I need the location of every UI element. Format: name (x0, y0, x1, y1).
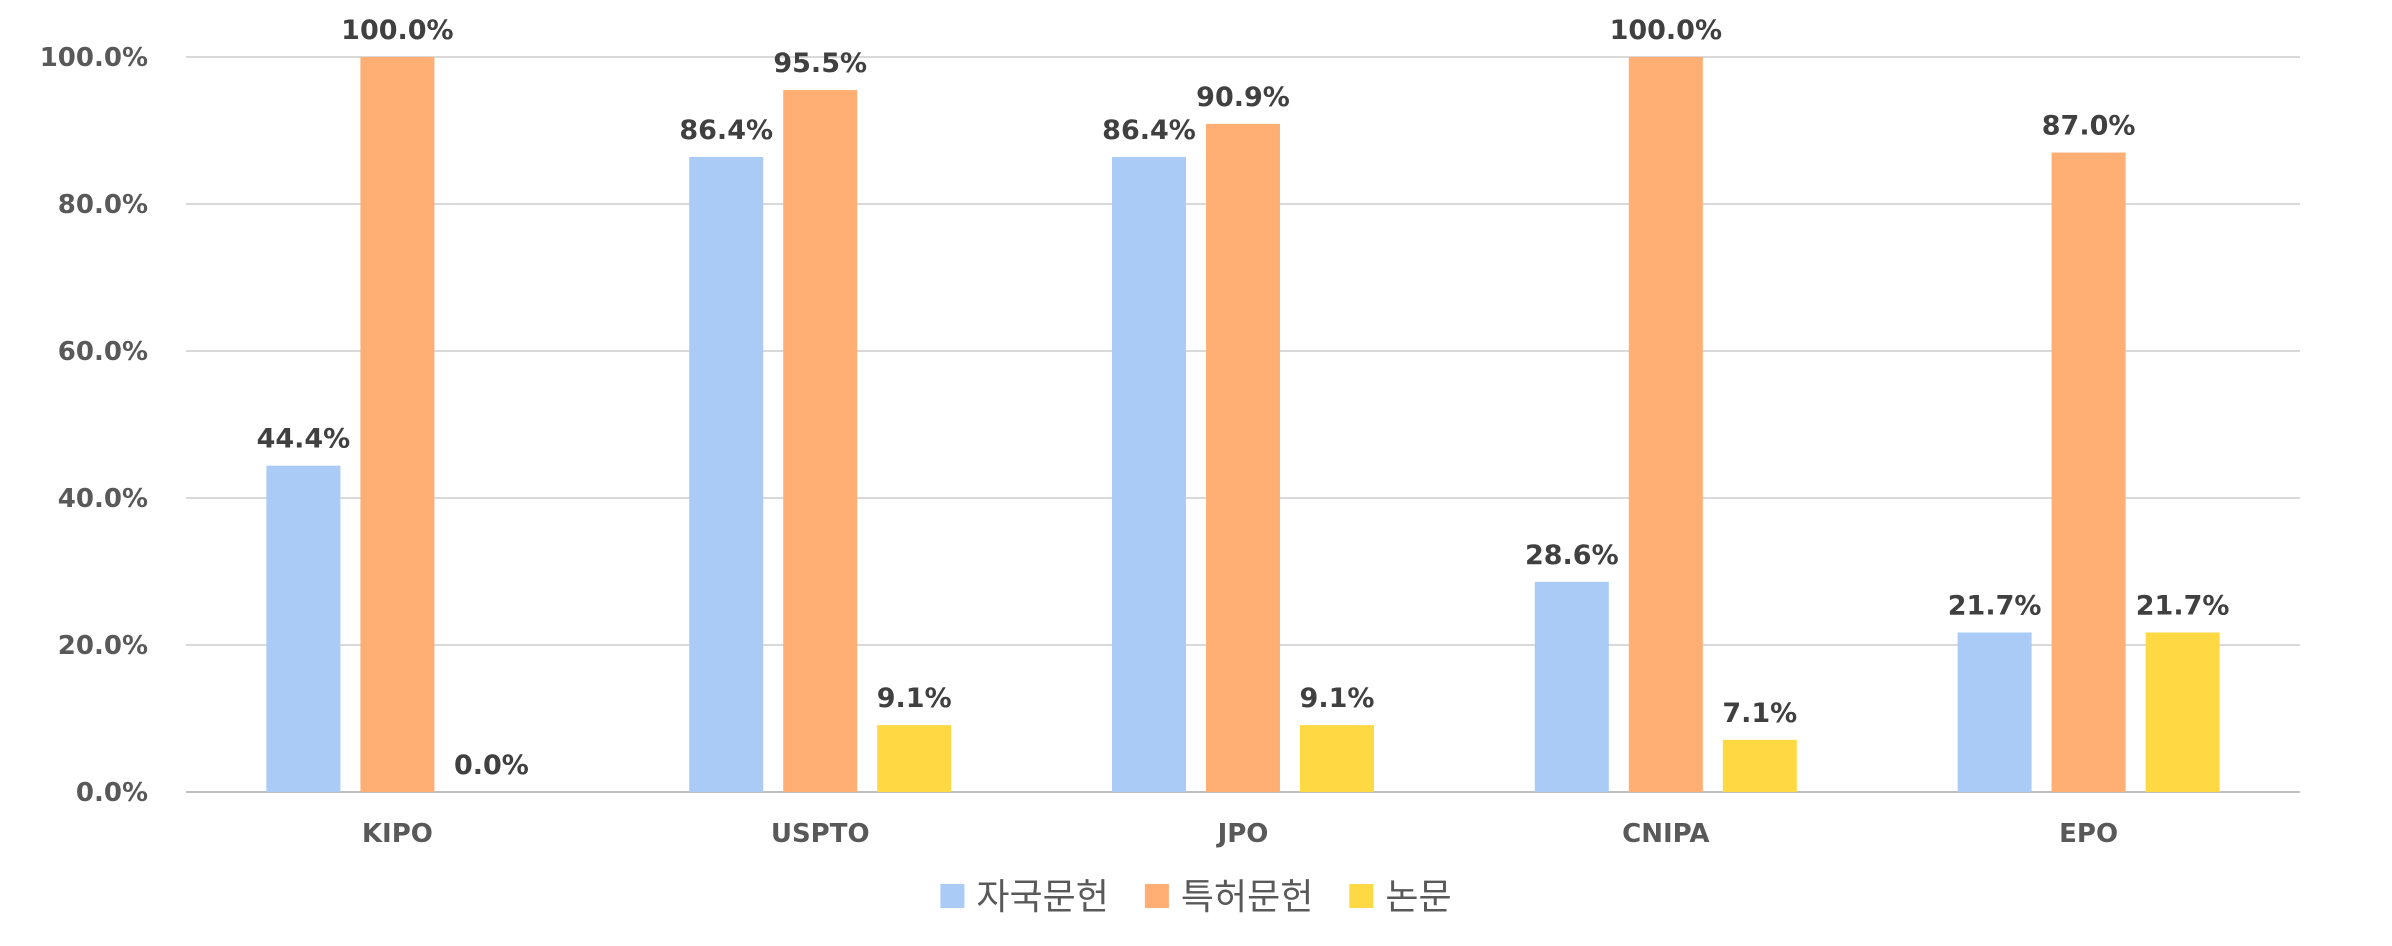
bar (877, 725, 952, 792)
x-category-label: CNIPA (1622, 819, 1709, 849)
legend-swatch (1349, 884, 1374, 908)
data-label: 100.0% (1610, 15, 1722, 46)
bar (1628, 57, 1703, 792)
bar (783, 90, 858, 792)
data-label: 21.7% (2136, 591, 2230, 622)
data-label: 9.1% (877, 683, 952, 714)
data-labels: 44.4%100.0%0.0%86.4%95.5%9.1%86.4%90.9%9… (257, 15, 2230, 781)
legend-label: 논문 (1385, 877, 1451, 918)
bar (2145, 632, 2220, 792)
data-label: 44.4% (257, 424, 351, 455)
bars (266, 57, 2220, 793)
data-label: 87.0% (2042, 111, 2136, 142)
bar (360, 57, 435, 792)
bar (689, 156, 764, 792)
x-category-label: JPO (1216, 819, 1269, 849)
y-tick-label: 20.0% (58, 631, 148, 661)
data-label: 21.7% (1948, 591, 2042, 622)
data-label: 28.6% (1525, 540, 1619, 571)
bar (2051, 152, 2126, 793)
data-label: 100.0% (341, 15, 453, 46)
legend-item: 논문 (1349, 877, 1452, 918)
legend-label: 자국문헌 (976, 877, 1108, 918)
legend: 자국문헌 특허문헌 논문 (940, 877, 1452, 918)
y-tick-label: 100.0% (40, 43, 148, 73)
bar (1534, 581, 1609, 792)
y-tick-label: 40.0% (58, 484, 148, 514)
data-label: 86.4% (1102, 115, 1196, 146)
legend-label: 특허문헌 (1181, 877, 1313, 918)
bar (1722, 739, 1797, 792)
y-tick-label: 0.0% (76, 778, 148, 808)
data-label: 7.1% (1722, 698, 1797, 729)
bar (266, 465, 341, 792)
bar (1300, 725, 1374, 792)
data-label: 90.9% (1196, 82, 1290, 113)
x-category-label: EPO (2059, 819, 2118, 849)
bar (1112, 156, 1186, 792)
legend-item: 자국문헌 (940, 877, 1109, 918)
data-label: 95.5% (773, 48, 867, 79)
y-tick-label: 80.0% (58, 190, 148, 220)
data-label: 0.0% (454, 750, 529, 781)
x-category-label: KIPO (362, 819, 433, 849)
bar (1206, 123, 1280, 792)
x-axis-categories: KIPO USPTO JPO CNIPA EPO (362, 819, 2118, 849)
bar (1957, 632, 2032, 792)
legend-swatch (1144, 884, 1169, 908)
legend-item: 특허문헌 (1144, 877, 1313, 918)
y-tick-label: 60.0% (58, 337, 148, 367)
data-label: 9.1% (1300, 683, 1375, 714)
y-axis-ticks: 0.0% 20.0% 40.0% 60.0% 80.0% 100.0% (40, 43, 148, 808)
data-label: 86.4% (679, 115, 773, 146)
legend-swatch (940, 884, 965, 908)
x-category-label: USPTO (771, 819, 870, 849)
